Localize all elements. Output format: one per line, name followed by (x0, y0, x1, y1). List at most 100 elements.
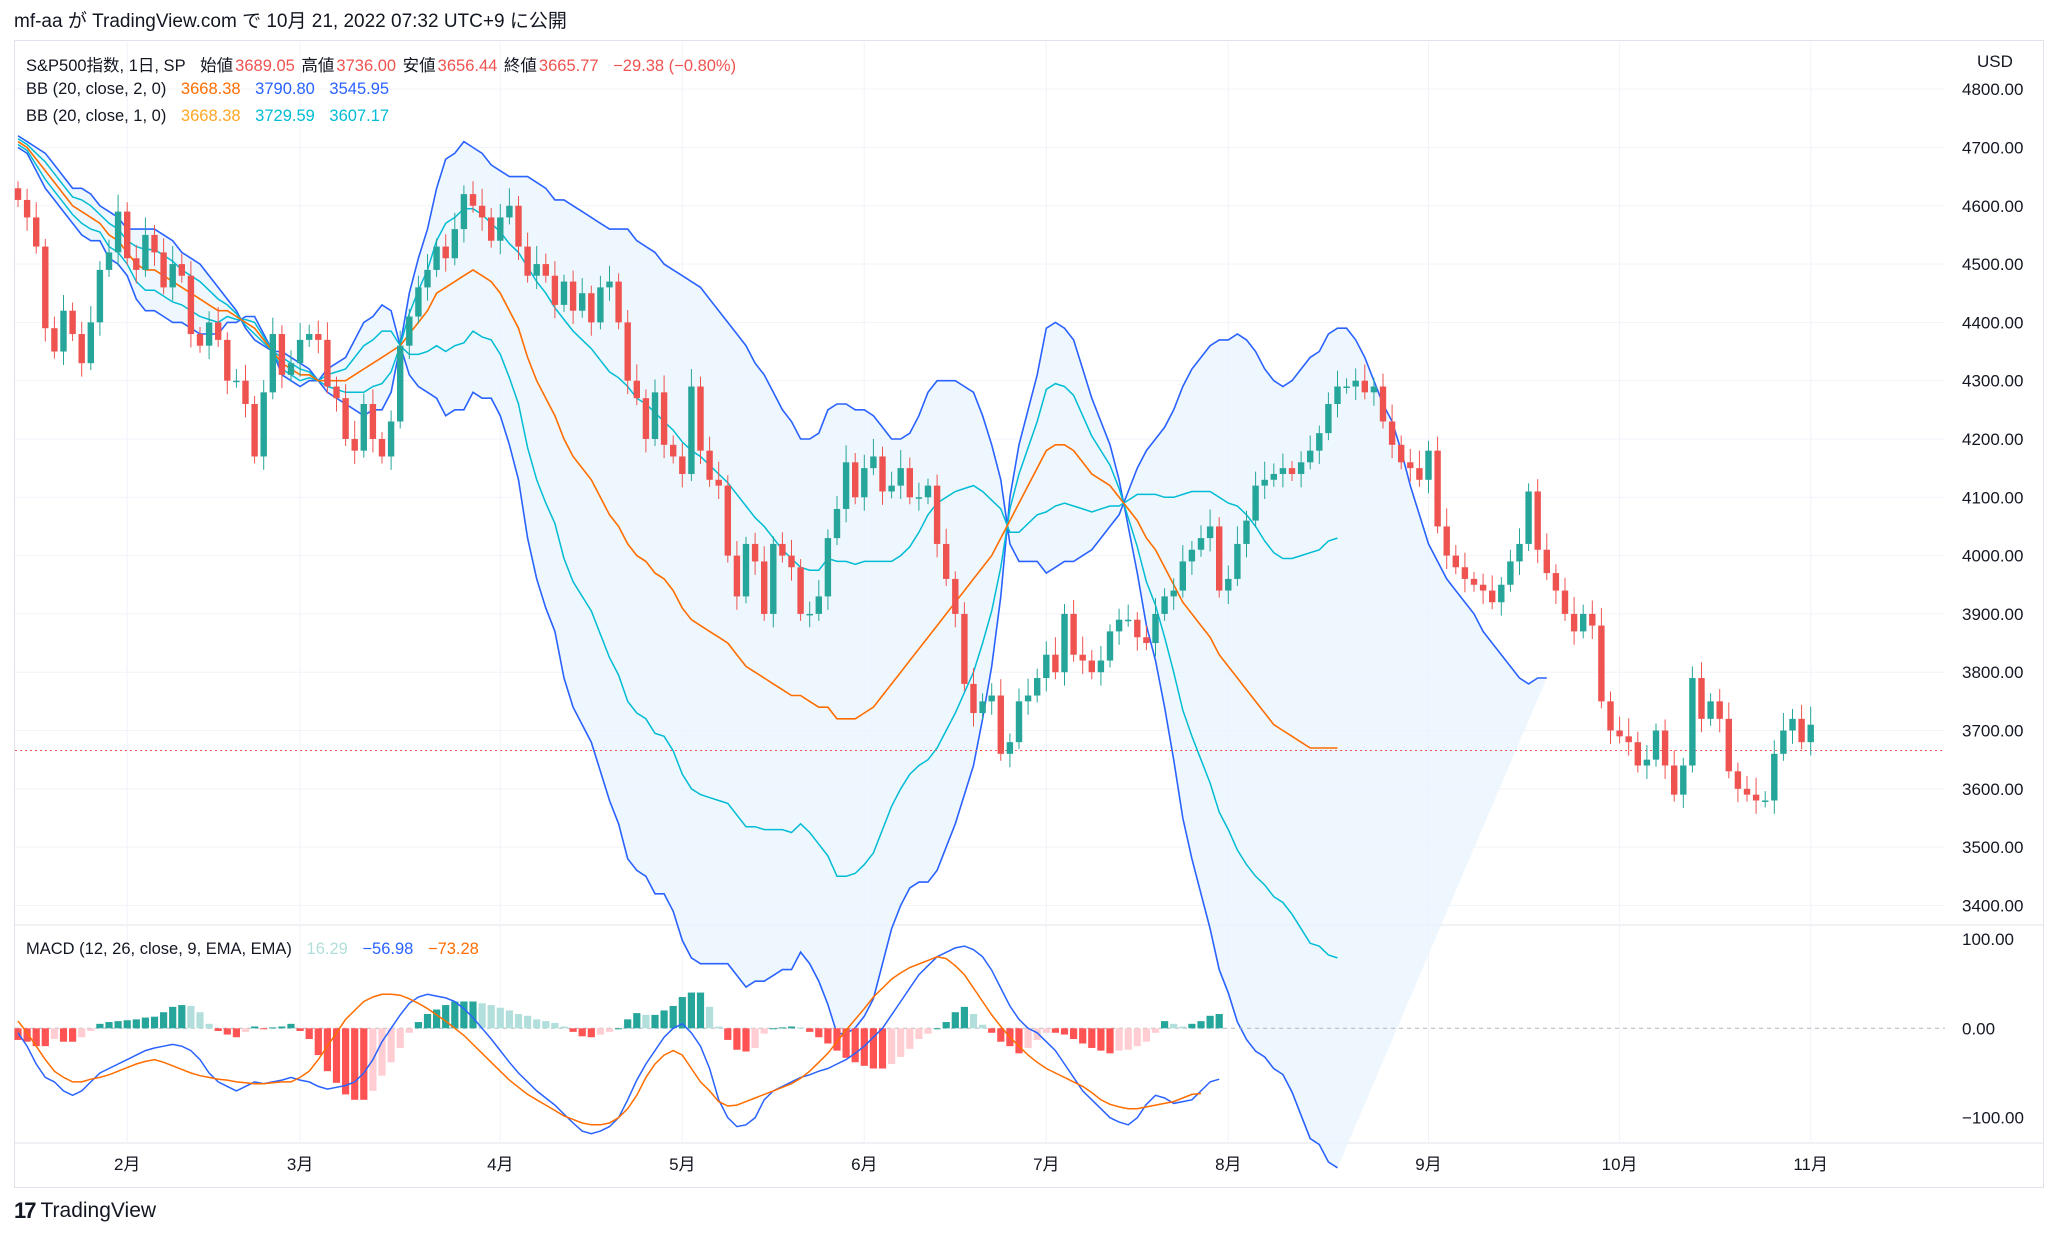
candle-body (1334, 386, 1341, 404)
open-value: 3689.05 (235, 57, 295, 75)
candle-body (287, 363, 295, 375)
macd-histogram-bar (1060, 1028, 1069, 1035)
candle-body (533, 264, 540, 276)
candle-body (1179, 561, 1186, 591)
bollinger-fill (18, 135, 1547, 1168)
candle-body (1024, 695, 1032, 702)
candle-body (1015, 701, 1023, 743)
candle-body (23, 199, 31, 218)
macd-histogram-bar (533, 1019, 541, 1029)
candle-body (278, 334, 286, 375)
candle-body (551, 275, 559, 305)
macd-histogram-bar (833, 1028, 841, 1051)
candle-body (460, 194, 468, 230)
bb2-upper: 3790.80 (255, 80, 315, 98)
macd-histogram-bar (733, 1028, 741, 1050)
macd-histogram-bar (132, 1019, 140, 1029)
symbol-name: S&P500指数, 1日, SP (26, 57, 186, 75)
candle-body (1352, 380, 1359, 387)
candle-body (233, 380, 240, 383)
currency-label: USD (1977, 52, 2013, 71)
candle-body (915, 497, 923, 499)
candle-body (706, 450, 713, 480)
macd-histogram-bar (1142, 1028, 1150, 1042)
candle-body (688, 386, 695, 474)
candle-body (497, 217, 504, 241)
price-tick-label: 3900.00 (1962, 605, 2023, 624)
macd-histogram-bar (342, 1028, 350, 1095)
candle-body (1206, 526, 1214, 539)
macd-tick-label: −100.00 (1962, 1109, 2024, 1128)
candle-body (160, 252, 167, 288)
price-tick-label: 4300.00 (1962, 372, 2023, 391)
price-legend: S&P500指数, 1日, SP 始値 3689.05 高値 3736.00 安値 3… (26, 52, 738, 76)
price-tick-label: 4500.00 (1962, 255, 2023, 274)
candle-body (1807, 724, 1814, 743)
candle-body (833, 508, 841, 539)
bb-lower-1sd-line (17, 143, 1338, 959)
candle-body (1343, 386, 1350, 389)
candle-body (679, 456, 686, 474)
macd-histogram-bar (997, 1028, 1005, 1042)
candle-body (315, 334, 322, 340)
macd-histogram-bar (160, 1012, 168, 1029)
candle-body (105, 252, 113, 270)
candle-body (1607, 701, 1614, 731)
macd-histogram-bar (706, 1006, 714, 1029)
candle-body (1288, 468, 1296, 474)
candle-body (1425, 450, 1432, 480)
candle-body (260, 392, 267, 457)
candle-body (1106, 631, 1114, 661)
macd-hist-value: 16.29 (306, 940, 348, 958)
candle-body (943, 543, 950, 579)
price-tick-label: 4100.00 (1962, 488, 2023, 507)
candle-body (42, 246, 49, 329)
macd-histogram-bar (687, 992, 695, 1029)
candle-body (997, 695, 1004, 754)
candle-body (579, 293, 586, 311)
macd-histogram-bar (642, 1014, 650, 1029)
macd-histogram-bar (105, 1022, 113, 1029)
macd-histogram-bar (505, 1010, 513, 1029)
candle-body (415, 287, 422, 317)
macd-histogram-bar (560, 1026, 568, 1029)
candle-body (861, 468, 868, 498)
candle-body (1434, 450, 1441, 527)
candle-body (824, 538, 832, 597)
candle-body (961, 613, 968, 684)
candle-body (979, 701, 986, 714)
macd-histogram-bar (414, 1022, 422, 1029)
candle-body (1762, 800, 1769, 802)
time-tick-label: 5月 (669, 1155, 695, 1174)
macd-histogram-bar (897, 1028, 905, 1057)
candle-body (1598, 625, 1605, 702)
candle-body (306, 334, 313, 340)
candle-body (451, 229, 458, 259)
candle-body (1197, 538, 1205, 550)
tradingview-brand[interactable]: 17 TradingView (14, 1198, 156, 1224)
candle-body (215, 322, 222, 340)
candle-body (133, 258, 140, 270)
macd-signal-value: −73.28 (427, 940, 479, 958)
candle-body (1379, 386, 1387, 422)
candle-body (897, 468, 904, 486)
macd-histogram-bar (351, 1028, 359, 1100)
macd-histogram-bar (469, 1001, 477, 1029)
candle-body (660, 392, 668, 445)
candle-body (797, 567, 804, 614)
candle-body (1516, 543, 1523, 562)
macd-histogram-bar (96, 1023, 104, 1029)
candle-body (1698, 678, 1705, 719)
macd-label: MACD (12, 26, close, 9, EMA, EMA) (26, 940, 292, 958)
time-tick-label: 8月 (1215, 1155, 1241, 1174)
price-tick-label: 3400.00 (1962, 896, 2023, 915)
macd-histogram-bar (123, 1020, 131, 1029)
candle-body (624, 322, 631, 381)
candle-body (842, 462, 850, 509)
macd-histogram-bar (360, 1028, 368, 1100)
candle-body (1780, 730, 1787, 754)
macd-histogram-bar (669, 1005, 677, 1029)
candle-body (1643, 759, 1651, 766)
candle-body (151, 234, 158, 253)
